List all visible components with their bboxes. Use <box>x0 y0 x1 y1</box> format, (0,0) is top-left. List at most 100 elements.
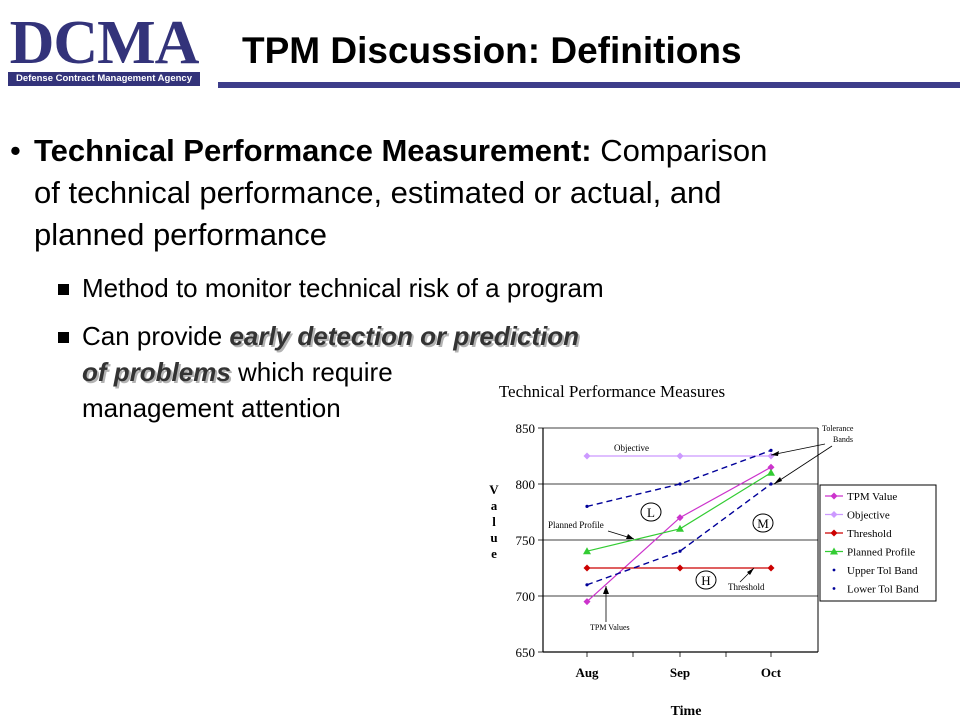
square-bullet-icon <box>58 284 69 295</box>
series-lower-tol-band-point <box>678 549 682 553</box>
annotation-tpm-values: TPM Values <box>590 623 630 632</box>
series-tpm-value-point <box>583 598 591 606</box>
x-tick-label: Oct <box>761 665 782 680</box>
series-layer <box>583 448 775 606</box>
risk-marker-medium-icon <box>752 513 774 533</box>
definition-line1: Comparison <box>591 133 768 168</box>
tolerance-arrow-lower <box>773 445 833 485</box>
legend-threshold-point <box>830 529 838 537</box>
x-tick-label: Sep <box>670 665 690 680</box>
series-upper-tol-band <box>585 448 773 508</box>
square-bullet-icon <box>58 332 69 343</box>
sub2-emphasis2: of problems <box>82 357 231 387</box>
tolerance-arrowhead-upper-icon <box>771 451 779 456</box>
risk-marker-high-label: H <box>701 573 710 588</box>
sub2-line3: management attention <box>82 393 341 423</box>
threshold-arrowhead-icon <box>747 568 754 575</box>
y-tick-label: 800 <box>516 477 536 492</box>
risk-marker-high-icon <box>695 570 717 590</box>
series-planned-profile-point <box>676 524 684 532</box>
bullet-marker: • <box>10 133 21 168</box>
series-objective <box>583 452 775 460</box>
legend-upper-tol-band-label: Upper Tol Band <box>847 565 918 577</box>
x-tick-label: Aug <box>575 665 599 680</box>
y-tick-label: 750 <box>516 533 536 548</box>
y-axis-label-letter: e <box>491 546 497 561</box>
legend: TPM Value Objective Threshold Planned Profi… <box>825 491 919 596</box>
risk-marker-low-icon <box>640 502 662 522</box>
annotation-tolerance-line1: Tolerance <box>822 424 854 433</box>
chart-title: Technical Performance Measures <box>499 382 725 401</box>
series-planned-profile-point <box>583 547 591 555</box>
y-tick-label: 700 <box>516 589 536 604</box>
sub2-emphasis1: early detection or prediction <box>229 321 580 351</box>
sub-bullet-detection: Can provide early detection or predictio… <box>58 318 579 426</box>
legend-tpm-value-point <box>830 492 838 500</box>
planned-profile-arrowhead-icon <box>626 534 634 539</box>
y-axis-label-letter: V <box>489 482 499 497</box>
sub-bullet-method: Method to monitor technical risk of a pr… <box>58 270 604 306</box>
x-axis-label: Time <box>671 704 702 719</box>
legend-planned-profile-label: Planned Profile <box>847 547 915 559</box>
tpm-values-arrowhead-icon <box>603 586 609 594</box>
series-lower-tol-band <box>585 482 773 587</box>
annotation-objective: Objective <box>614 443 649 453</box>
annotations: Objective Tolerance Bands Planned Profil… <box>548 424 854 632</box>
annotation-threshold: Threshold <box>728 582 765 592</box>
definition-line2: of technical performance, estimated or a… <box>34 175 722 210</box>
x-tick-labels: Aug Sep Oct <box>575 652 782 680</box>
series-upper-tol-band-point <box>678 482 682 486</box>
definition-line3: planned performance <box>34 217 327 252</box>
title-underline <box>218 82 960 88</box>
legend-planned-profile-point <box>830 547 838 555</box>
tolerance-arrow-upper <box>770 443 826 456</box>
legend-upper-tol-band-marker <box>832 568 836 572</box>
series-tpm-value-point <box>767 463 775 471</box>
sub2-prefix: Can provide <box>82 321 230 351</box>
y-tick-label: 850 <box>516 421 536 436</box>
slide-title: TPM Discussion: Definitions <box>242 30 742 71</box>
y-tick-labels: 850 800 750 700 650 <box>516 421 536 660</box>
series-planned-profile-point <box>767 468 775 476</box>
series-threshold <box>583 564 775 572</box>
series-tpm-value-point <box>676 514 684 522</box>
series-lower-tol-band-line <box>586 483 772 586</box>
series-threshold-point <box>583 564 591 572</box>
legend-lower-tol-band-label: Lower Tol Band <box>847 584 919 596</box>
legend-objective-point <box>830 511 838 518</box>
y-axis-label-letter: l <box>492 514 496 529</box>
annotation-planned-profile: Planned Profile <box>548 520 604 530</box>
series-lower-tol-band-point <box>769 482 773 486</box>
series-threshold-point <box>767 564 775 572</box>
series-upper-tol-band-line <box>586 449 772 508</box>
logo-title: DCMA <box>9 9 200 77</box>
legend-objective-label: Objective <box>847 510 890 522</box>
sub2-line2: which require <box>230 357 393 387</box>
series-planned-profile <box>583 468 775 555</box>
risk-marker-medium-label: M <box>757 516 769 531</box>
series-objective-point <box>676 452 684 460</box>
legend-box <box>819 484 937 602</box>
y-tick-label: 650 <box>516 645 536 660</box>
legend-lower-tol-band-marker <box>832 587 836 590</box>
series-upper-tol-band-point <box>769 448 773 452</box>
annotation-tolerance-line2: Bands <box>833 435 853 444</box>
risk-marker-low-label: L <box>647 505 655 520</box>
dcma-logo: DCMA Defense Contract Management Agency <box>8 12 200 86</box>
series-upper-tol-band-point <box>585 504 589 508</box>
y-gridlines <box>538 427 818 653</box>
y-axis-label-letter: a <box>491 498 498 513</box>
tolerance-arrowhead-lower-icon <box>774 477 782 484</box>
series-lower-tol-band-point <box>585 583 589 587</box>
series-objective-point <box>767 452 775 460</box>
logo-subtitle: Defense Contract Management Agency <box>8 72 200 86</box>
legend-tpm-value-label: TPM Value <box>847 491 897 503</box>
definition-text: Technical Performance Measurement: Compa… <box>34 130 939 256</box>
series-threshold-point <box>676 564 684 572</box>
legend-threshold-label: Threshold <box>847 528 892 540</box>
y-axis-label-letter: u <box>490 530 497 545</box>
definition-term: Technical Performance Measurement: <box>34 133 592 168</box>
sub-bullet-method-text: Method to monitor technical risk of a pr… <box>82 273 604 303</box>
